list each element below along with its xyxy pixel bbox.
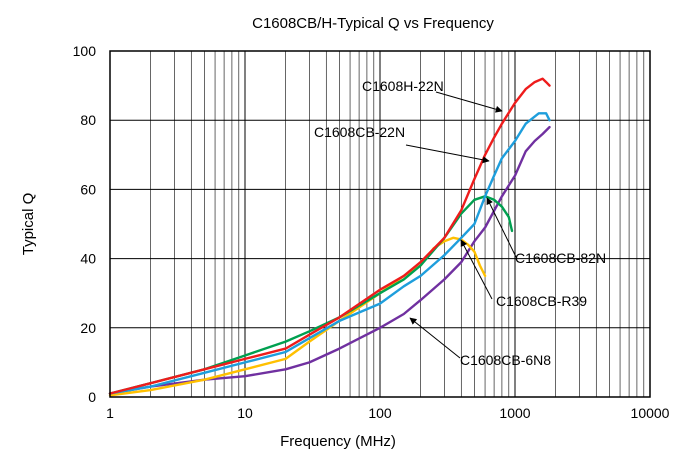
annotation-arrow xyxy=(409,317,461,359)
annotation-label: C1608H-22N xyxy=(362,78,444,94)
y-tick-label: 100 xyxy=(73,43,97,59)
annotation-arrow xyxy=(405,144,490,164)
series-c1608cb-6n8 xyxy=(108,125,551,395)
x-tick-label: 1 xyxy=(106,405,114,421)
y-axis-label: Typical Q xyxy=(20,193,37,256)
x-axis-label: Frequency (MHz) xyxy=(280,433,396,450)
y-tick-label: 40 xyxy=(80,251,96,267)
chart-title: C1608CB/H-Typical Q vs Frequency xyxy=(252,15,494,32)
y-tick-label: 60 xyxy=(80,181,96,197)
annotation-arrow xyxy=(435,91,503,113)
x-tick-label: 1000 xyxy=(499,405,530,421)
annotation-c1608cb-22n: C1608CB-22N xyxy=(314,124,490,164)
annotation-c1608cb-82n: C1608CB-82N xyxy=(486,197,606,266)
annotation-c1608cb-6n8: C1608CB-6N8 xyxy=(409,317,551,368)
annotation-label: C1608CB-22N xyxy=(314,124,405,140)
annotation-arrow xyxy=(460,239,493,300)
y-tick-label: 80 xyxy=(80,112,96,128)
x-tick-label: 10000 xyxy=(631,405,670,421)
tick-labels: 1 10 100 1000 10000 0 20 40 60 80 100 xyxy=(73,43,670,421)
series-c1608h-22n xyxy=(108,77,551,395)
x-tick-label: 10 xyxy=(237,405,253,421)
series-c1608cb-r39 xyxy=(108,236,487,397)
annotation-c1608cb-r39: C1608CB-R39 xyxy=(460,239,587,309)
annotation-c1608h-22n: C1608H-22N xyxy=(362,78,503,113)
plot-border xyxy=(109,50,651,398)
annotation-arrow xyxy=(486,197,517,258)
series-c1608cb-22n xyxy=(108,112,551,395)
annotation-label: C1608CB-6N8 xyxy=(460,352,551,368)
x-tick-label: 100 xyxy=(368,405,392,421)
series-c1608cb-82n xyxy=(108,195,514,395)
y-tick-label: 20 xyxy=(80,320,96,336)
annotation-label: C1608CB-82N xyxy=(515,250,606,266)
y-tick-label: 0 xyxy=(88,389,96,405)
series-lines xyxy=(108,77,551,397)
annotation-label: C1608CB-R39 xyxy=(496,293,587,309)
